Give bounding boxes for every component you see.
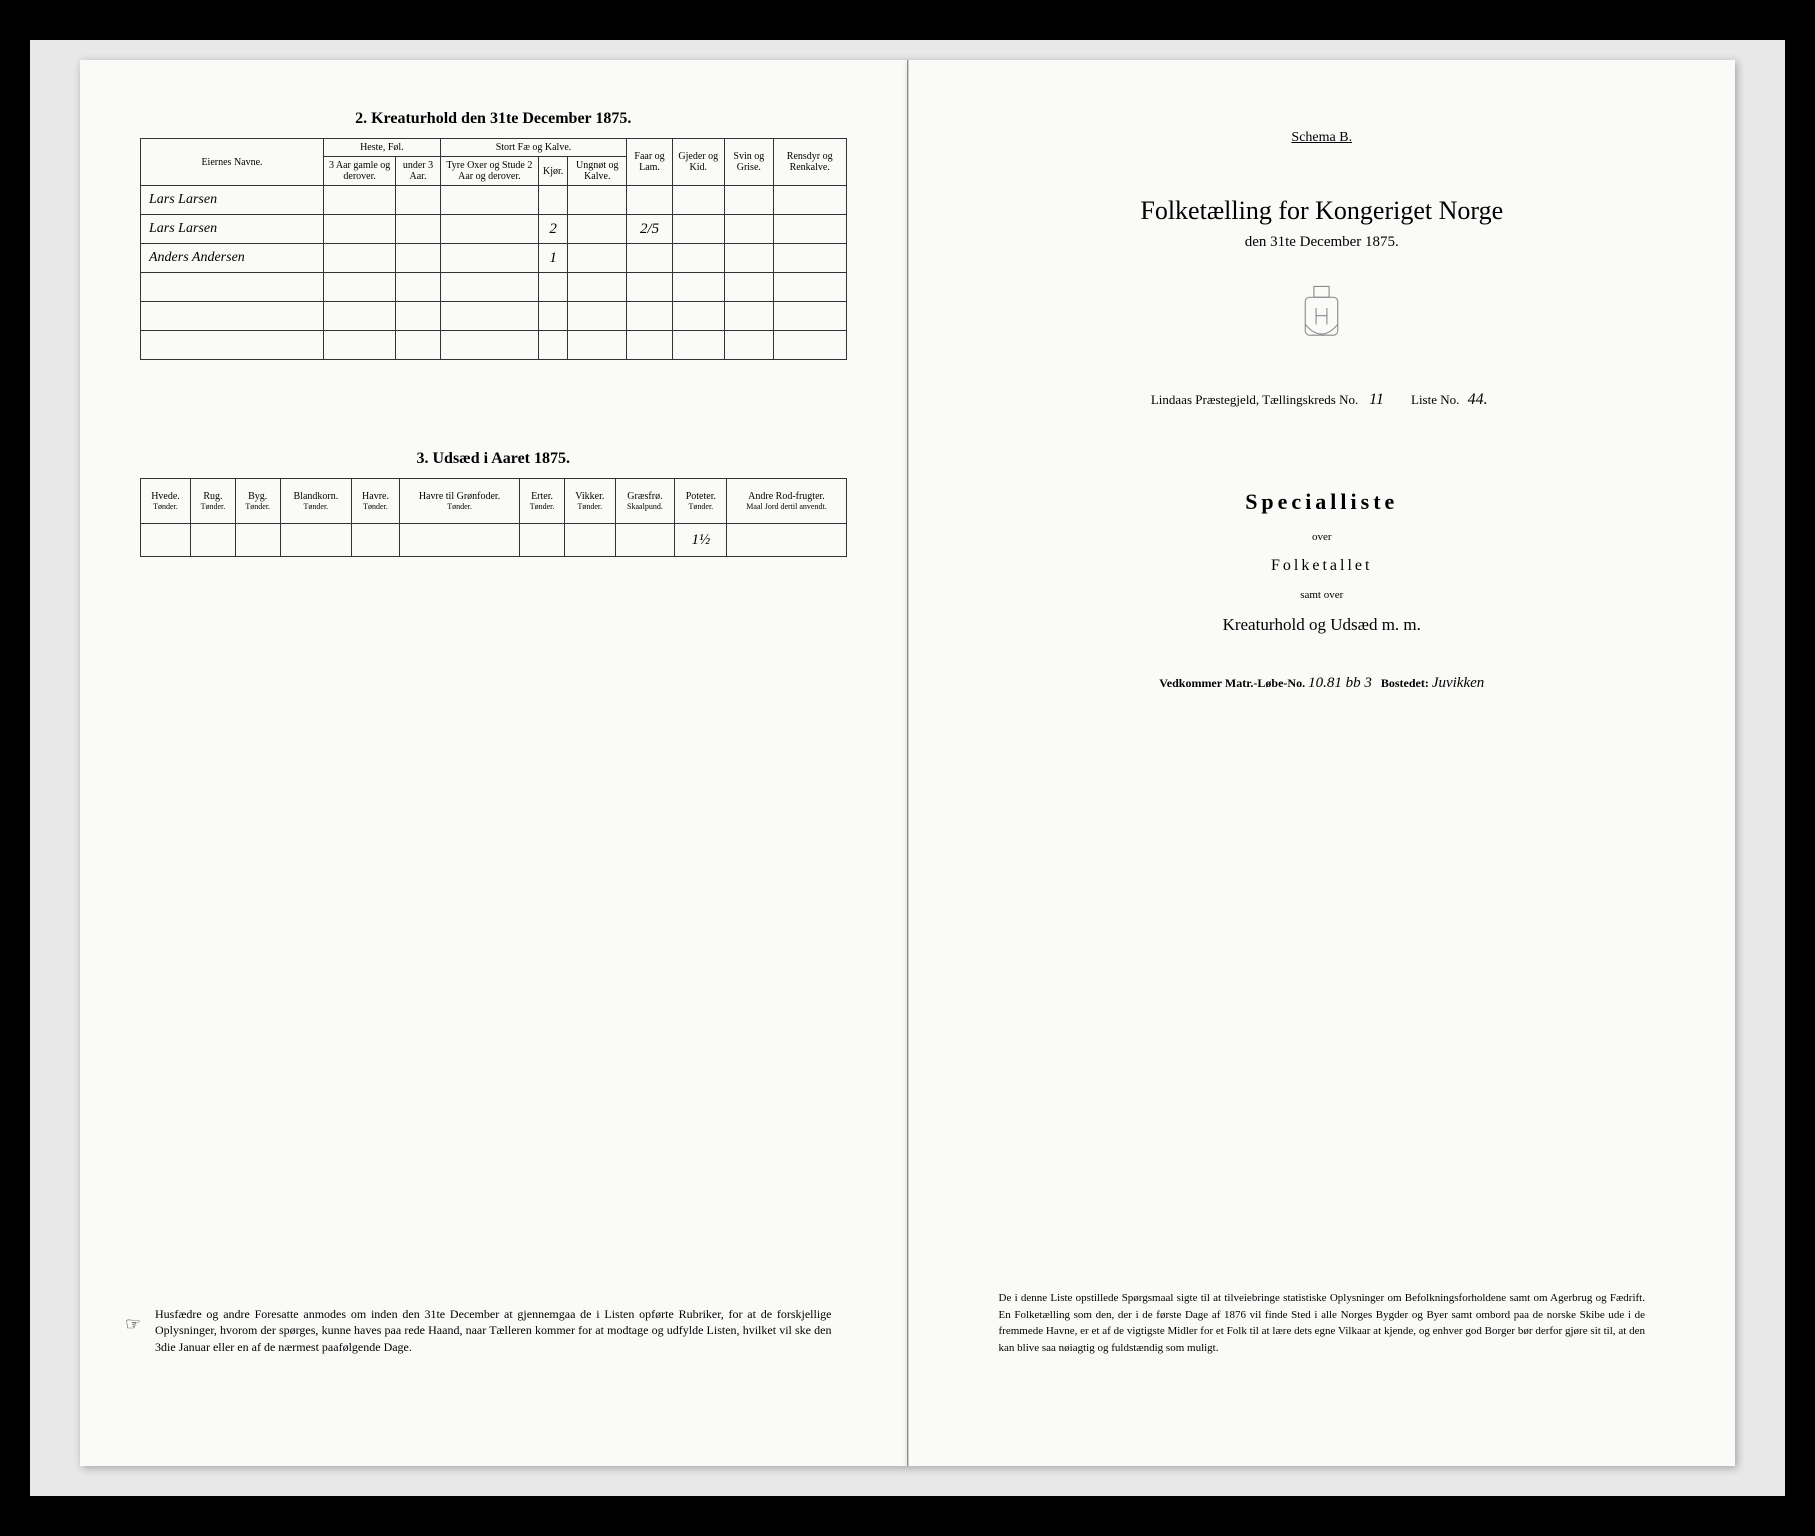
table-row <box>141 273 847 302</box>
right-page: Schema B. Folketælling for Kongeriget No… <box>908 60 1736 1466</box>
cell-faar <box>627 186 673 215</box>
table-row: Lars Larsen <box>141 186 847 215</box>
cell-faar <box>627 244 673 273</box>
cell-poteter: 1½ <box>675 524 727 557</box>
over-label: over <box>969 531 1676 543</box>
th-stort-group: Stort Fæ og Kalve. <box>440 139 627 157</box>
right-footer-note: De i denne Liste opstillede Spørgsmaal s… <box>999 1290 1646 1356</box>
th-havre-gron: Havre til Grønfoder.Tønder. <box>399 479 519 524</box>
bosted: Juvikken <box>1432 675 1484 691</box>
th-name: Eiernes Navne. <box>141 139 324 186</box>
th-rodfrugter: Andre Rod-frugter.Maal Jord dertil anven… <box>727 479 846 524</box>
th-stort-b: Kjør. <box>539 157 568 186</box>
left-page: 2. Kreaturhold den 31te December 1875. E… <box>80 60 908 1466</box>
table-row: Anders Andersen 1 <box>141 244 847 273</box>
table-udsaed: Hvede.Tønder. Rug.Tønder. Byg.Tønder. Bl… <box>140 478 847 557</box>
table-row <box>141 302 847 331</box>
th-stort-a: Tyre Oxer og Stude 2 Aar og derover. <box>440 157 538 186</box>
section3-title: 3. Udsæd i Aaret 1875. <box>140 450 847 468</box>
schema-label: Schema B. <box>969 130 1676 146</box>
th-gjeder: Gjeder og Kid. <box>672 139 724 186</box>
sub-date: den 31te December 1875. <box>969 234 1676 251</box>
th-rug: Rug.Tønder. <box>191 479 236 524</box>
th-hvede: Hvede.Tønder. <box>141 479 191 524</box>
folketallet-label: Folketallet <box>969 557 1676 575</box>
th-heste-b: under 3 Aar. <box>396 157 440 186</box>
special-title: Specialliste <box>969 489 1676 515</box>
th-vikker: Vikker.Tønder. <box>564 479 615 524</box>
table-row: 1½ <box>141 524 847 557</box>
table-row <box>141 331 847 360</box>
cell-kjor: 2 <box>539 215 568 244</box>
th-svin: Svin og Grise. <box>724 139 773 186</box>
liste-no: 44. <box>1463 391 1493 409</box>
th-rensdyr: Rensdyr og Renkalve. <box>773 139 846 186</box>
left-footer-note: ☞ Husfædre og andre Foresatte anmodes om… <box>155 1306 832 1356</box>
pointer-icon: ☞ <box>125 1312 141 1337</box>
th-heste-group: Heste, Føl. <box>324 139 441 157</box>
th-stort-c: Ungnøt og Kalve. <box>568 157 627 186</box>
section2-title: 2. Kreaturhold den 31te December 1875. <box>140 110 847 128</box>
table-row: Lars Larsen 2 2/5 <box>141 215 847 244</box>
main-title: Folketælling for Kongeriget Norge <box>969 196 1676 226</box>
th-blandkorn: Blandkorn.Tønder. <box>280 479 351 524</box>
cell-name: Anders Andersen <box>141 244 324 273</box>
cell-kjor <box>539 186 568 215</box>
crest-icon <box>969 281 1676 351</box>
kreatur-line: Kreaturhold og Udsæd m. m. <box>969 615 1676 635</box>
cell-name: Lars Larsen <box>141 215 324 244</box>
th-heste-a: 3 Aar gamle og derover. <box>324 157 396 186</box>
th-byg: Byg.Tønder. <box>235 479 280 524</box>
th-graesfro: Græsfrø.Skaalpund. <box>615 479 675 524</box>
samt-over-label: samt over <box>969 589 1676 601</box>
cell-faar: 2/5 <box>627 215 673 244</box>
table-kreaturhold: Eiernes Navne. Heste, Føl. Stort Fæ og K… <box>140 138 847 360</box>
cell-name: Lars Larsen <box>141 186 324 215</box>
th-faar: Faar og Lam. <box>627 139 673 186</box>
th-poteter: Poteter.Tønder. <box>675 479 727 524</box>
parish-line: Lindaas Præstegjeld, Tællingskreds No. 1… <box>969 391 1676 409</box>
kreds-no: 11 <box>1362 391 1392 409</box>
th-erter: Erter.Tønder. <box>520 479 565 524</box>
vedkommer-line: Vedkommer Matr.-Løbe-No. 10.81 bb 3 Bost… <box>969 675 1676 692</box>
th-havre: Havre.Tønder. <box>352 479 400 524</box>
cell-kjor: 1 <box>539 244 568 273</box>
matr-no: 10.81 bb 3 <box>1308 675 1372 691</box>
